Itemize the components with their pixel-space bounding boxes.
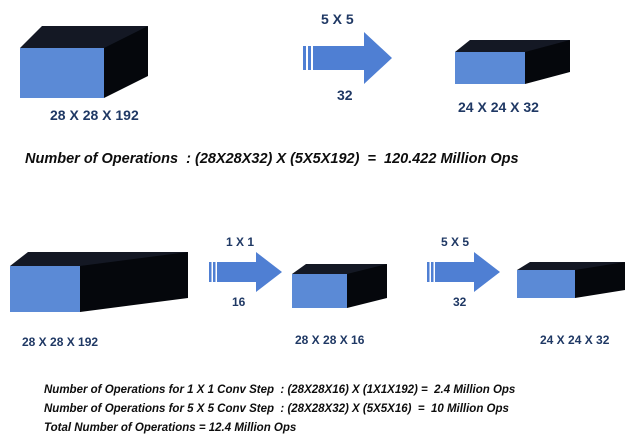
bottom-middle-block-side-face: [347, 264, 387, 308]
top-input-block-label: 28 X 28 X 192: [50, 107, 139, 123]
top-input-block-side-face: [104, 26, 148, 98]
bottom-middle-block-label: 28 X 28 X 16: [295, 333, 365, 347]
bottom-middle-block: [292, 264, 387, 308]
bottom-output-block-front-face: [517, 270, 575, 298]
bottom-arrow-2-kernel-label: 5 X 5: [441, 235, 469, 249]
top-output-block-label: 24 X 24 X 32: [458, 99, 539, 115]
bottom-input-block: [10, 252, 188, 312]
bottom-arrow-2: [427, 252, 500, 292]
top-arrow-filters-label: 32: [337, 87, 353, 103]
top-arrow: [303, 32, 392, 84]
bottom-arrow-1: [209, 252, 282, 292]
bottom-input-block-side-face: [80, 252, 188, 312]
top-arrow-kernel-label: 5 X 5: [321, 11, 354, 27]
top-arrow-shape: [313, 32, 392, 84]
bottom-output-block-side-face: [575, 262, 625, 298]
bottom-arrow-1-shape: [217, 252, 282, 292]
top-operations-text: Number of Operations : (28X28X32) X (5X5…: [25, 151, 519, 167]
top-output-block: [455, 40, 570, 84]
bottom-output-block: [517, 262, 625, 298]
top-output-block-front-face: [455, 52, 525, 84]
bottom-operations-total: Total Number of Operations = 12.4 Millio…: [44, 422, 296, 434]
bottom-arrow-2-filters-label: 32: [453, 295, 467, 309]
bottom-output-block-label: 24 X 24 X 32: [540, 333, 610, 347]
bottom-input-block-front-face: [10, 266, 80, 312]
bottom-arrow-1-filters-label: 16: [232, 295, 246, 309]
top-input-block-front-face: [20, 48, 104, 98]
bottom-operations-line-2: Number of Operations for 5 X 5 Conv Step…: [44, 403, 509, 415]
bottom-middle-block-front-face: [292, 274, 347, 308]
bottom-operations-line-1: Number of Operations for 1 X 1 Conv Step…: [44, 384, 515, 396]
bottom-arrow-2-shape: [435, 252, 500, 292]
bottom-input-block-label: 28 X 28 X 192: [22, 335, 98, 349]
top-input-block: [20, 26, 148, 98]
top-output-block-side-face: [525, 40, 570, 84]
bottom-arrow-1-kernel-label: 1 X 1: [226, 235, 254, 249]
